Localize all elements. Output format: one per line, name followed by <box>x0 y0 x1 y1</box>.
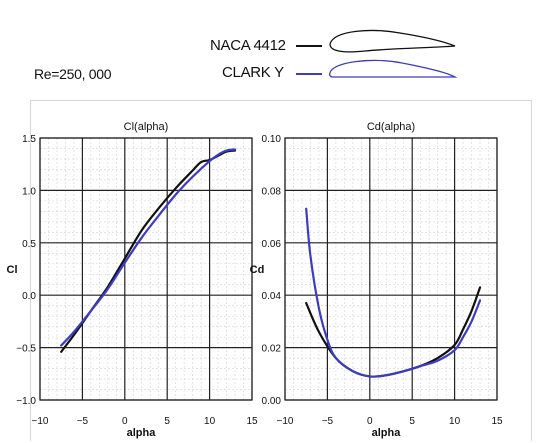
chart-title: Cd(alpha) <box>367 121 415 133</box>
y-tick-label: 0.5 <box>22 239 36 250</box>
y-tick-label: 0.0 <box>22 291 36 302</box>
x-tick-label: −10 <box>32 416 49 427</box>
legend-label-clark-y: CLARK Y <box>222 64 284 81</box>
y-tick-label: 0.06 <box>262 239 282 250</box>
legend-label-naca-4412: NACA 4412 <box>210 37 286 54</box>
reynolds-number-label: Re=250, 000 <box>34 66 112 82</box>
y-tick-label: 0.10 <box>262 134 282 145</box>
y-tick-label: −0.5 <box>16 344 36 355</box>
y-tick-label: −1.0 <box>16 396 36 407</box>
x-tick-label: −5 <box>322 416 334 427</box>
y-tick-label: 0.02 <box>262 344 282 355</box>
chart-cl-alpha: −10 −5 0 5 10 15 −1.0 −0.5 0.0 0.5 1.0 1.5 Cl(alpha)… <box>7 121 258 439</box>
chart-title: Cl(alpha) <box>124 121 169 133</box>
plot-border <box>39 137 253 401</box>
x-tick-label: 5 <box>164 416 170 427</box>
x-tick-label: 15 <box>246 416 258 427</box>
x-tick-label: 0 <box>122 416 128 427</box>
series-line-naca-4412 <box>305 286 482 378</box>
x-tick-label: 5 <box>409 416 415 427</box>
y-tick-label: 1.5 <box>22 134 36 145</box>
x-tick-label: 10 <box>449 416 461 427</box>
y-axis-title: Cd <box>250 264 265 276</box>
y-tick-label: 0.00 <box>262 396 282 407</box>
x-tick-label: 15 <box>491 416 503 427</box>
x-tick-label: 10 <box>204 416 216 427</box>
y-tick-label: 0.04 <box>262 291 282 302</box>
figure-frame <box>30 100 532 441</box>
x-axis-title: alpha <box>372 427 402 439</box>
x-tick-label: 0 <box>367 416 373 427</box>
y-axis-title: Cl <box>7 264 18 276</box>
x-tick-label: −5 <box>77 416 89 427</box>
naca-4412-airfoil-icon <box>329 29 456 53</box>
plot-border <box>284 137 498 401</box>
series-line-clark-y <box>305 207 482 378</box>
y-tick-label: 1.0 <box>22 186 36 197</box>
y-tick-label: 0.08 <box>262 186 282 197</box>
x-tick-label: −10 <box>277 416 294 427</box>
clark-y-airfoil-icon <box>328 59 458 78</box>
series-line-clark-y <box>60 148 237 347</box>
chart-cd-alpha: −10 −5 0 5 10 15 0.00 0.02 0.04 0.06 0.08 0.10 Cd(al… <box>250 121 503 439</box>
x-axis-title: alpha <box>127 427 157 439</box>
series-line-naca-4412 <box>60 149 237 353</box>
